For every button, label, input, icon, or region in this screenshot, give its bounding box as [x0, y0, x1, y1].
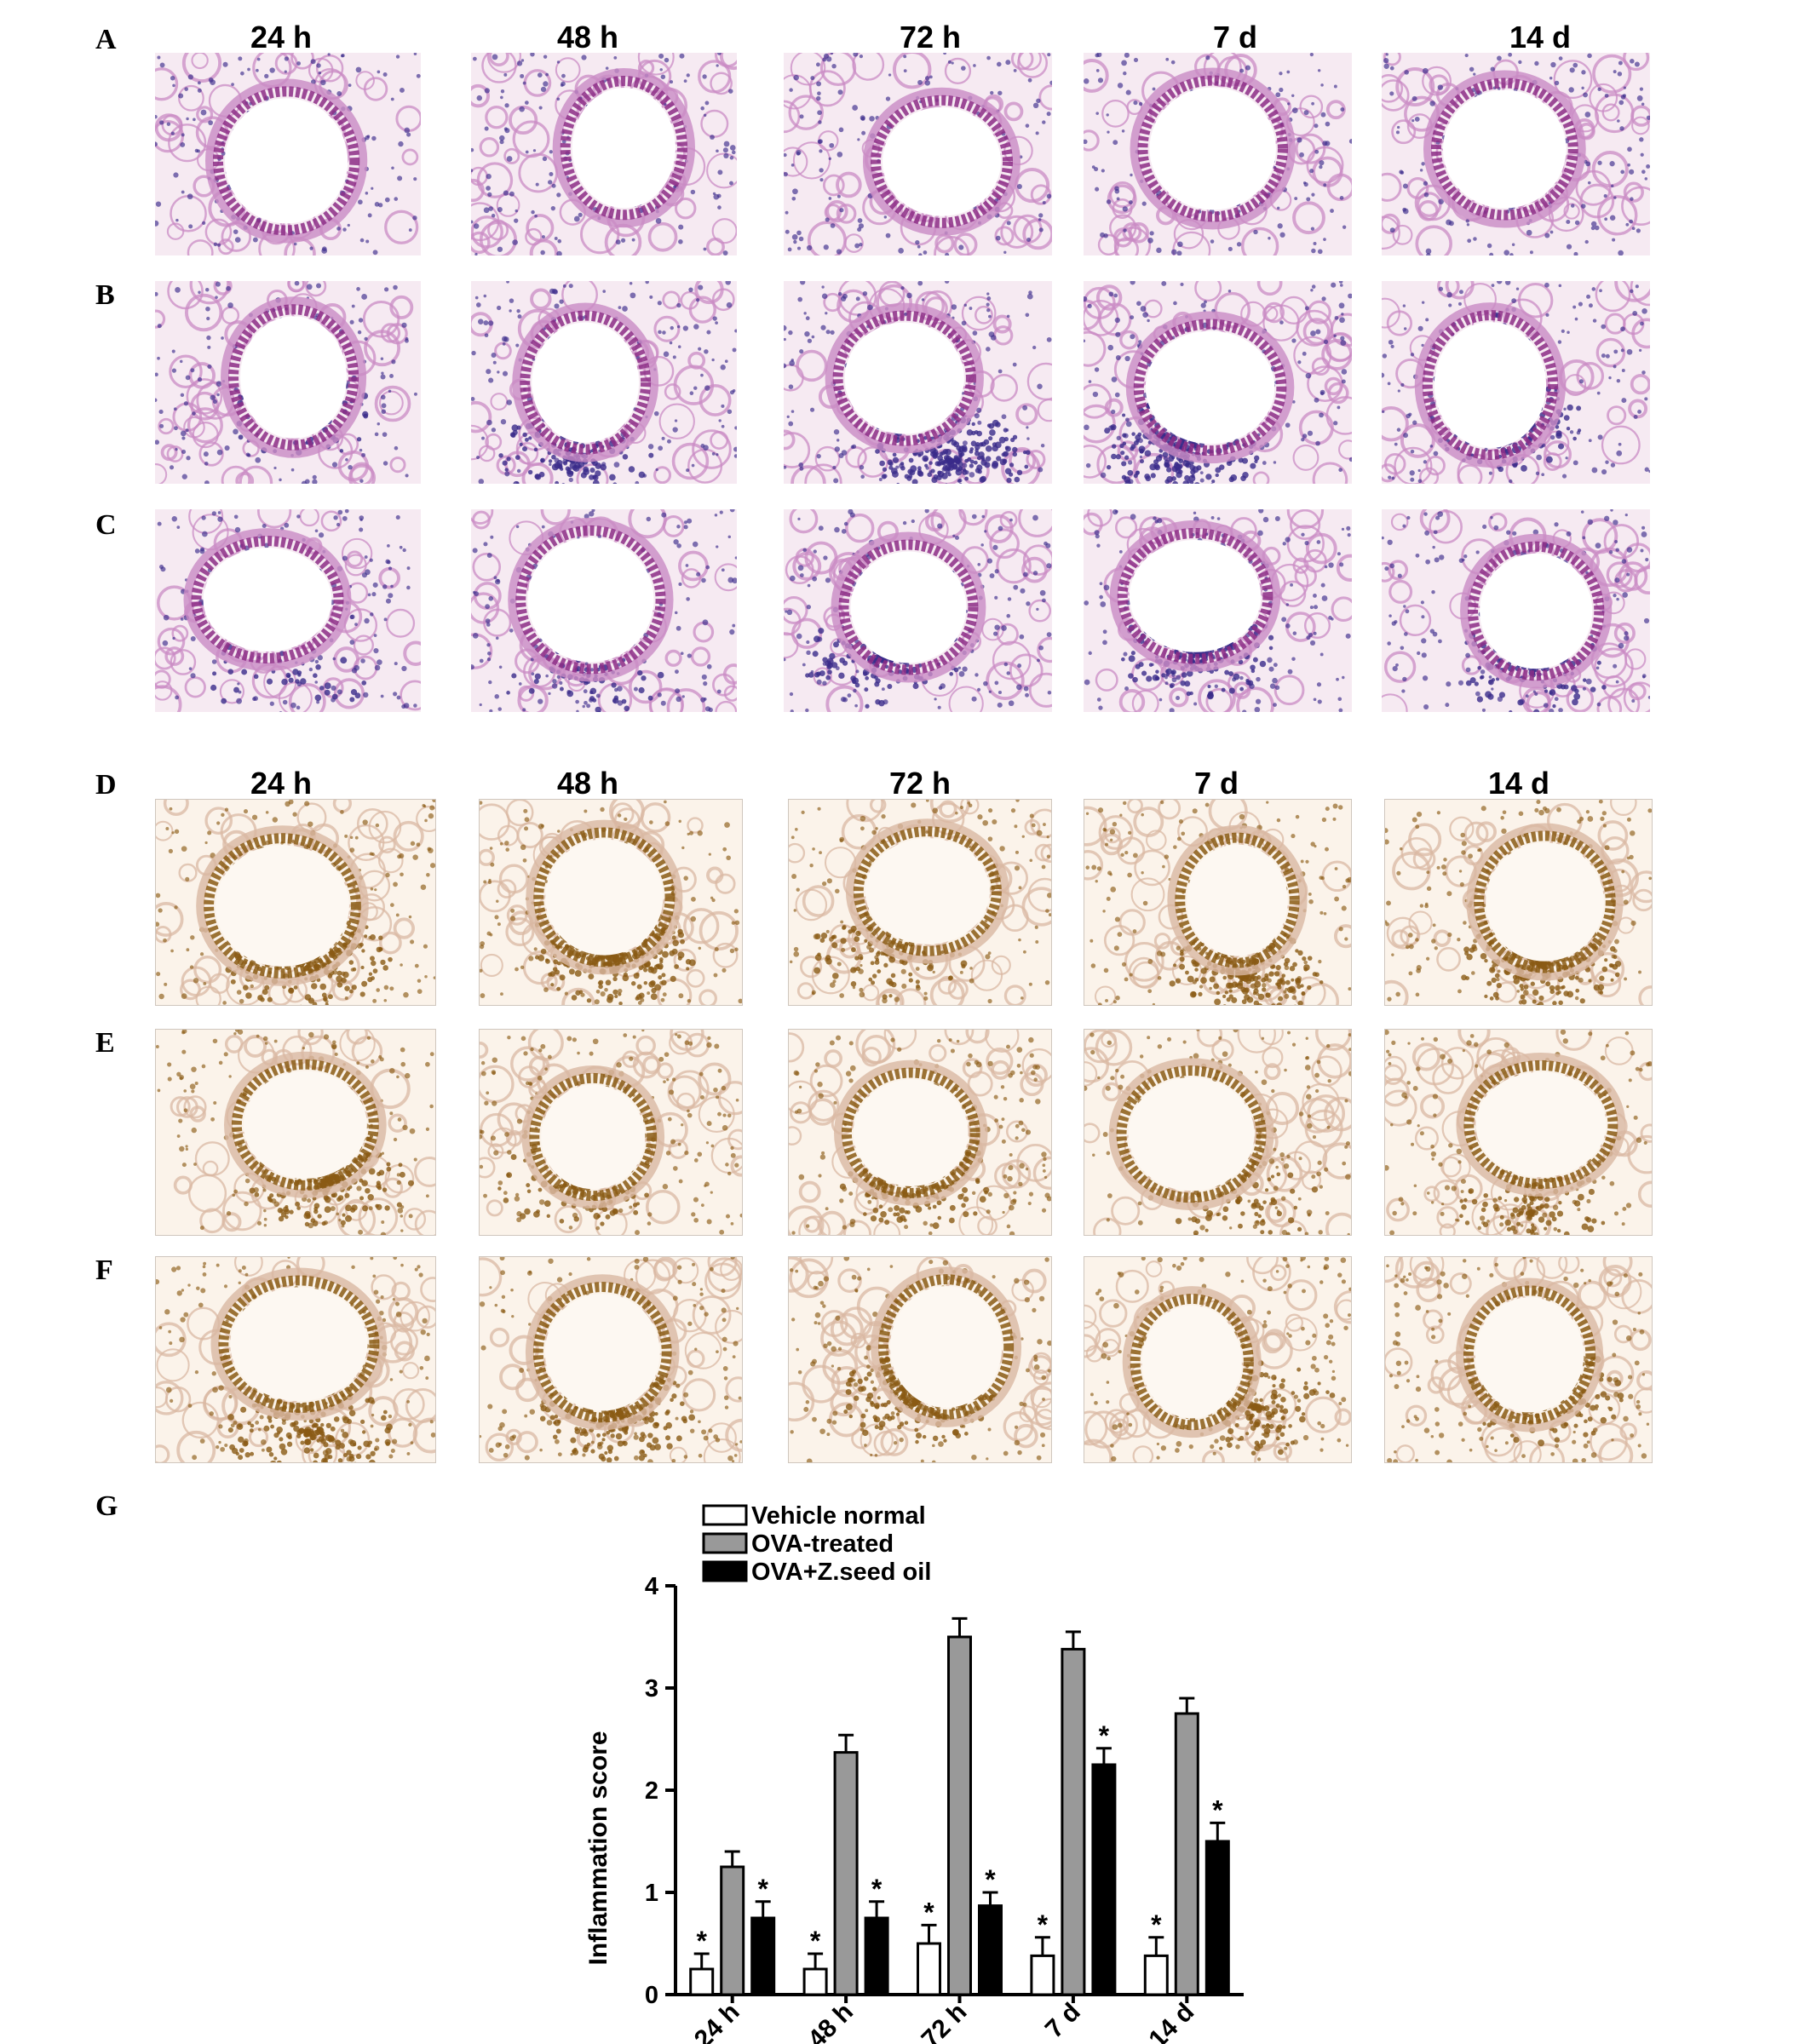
micrograph-e-1 [155, 1029, 436, 1236]
bar-2-1 [720, 1865, 745, 1996]
panel-label-a: A [95, 24, 117, 55]
significance-star: * [1151, 1909, 1162, 1940]
y-tick-label-1: 1 [645, 1880, 658, 1907]
bar-3-2 [864, 1916, 889, 1996]
bar-1-1 [689, 1967, 715, 1996]
he-col-header-7d: 7 d [1212, 20, 1257, 55]
micrograph-e-3 [788, 1029, 1052, 1236]
ihc-col-header-72h: 72 h [888, 766, 951, 801]
significance-star: * [923, 1897, 934, 1927]
micrograph-c-1 [155, 509, 421, 712]
significance-star: * [757, 1874, 768, 1904]
bar-1-2 [802, 1967, 828, 1996]
legend-label-1: Vehicle normal [751, 1502, 926, 1530]
significance-star: * [871, 1874, 883, 1904]
significance-star: * [696, 1926, 707, 1956]
micrograph-b-2 [471, 281, 737, 484]
panel-label-g: G [95, 1490, 118, 1522]
micrograph-c-3 [784, 509, 1052, 712]
panel-label-c: C [95, 509, 117, 541]
micrograph-a-1 [155, 53, 421, 256]
significance-star: * [1212, 1794, 1223, 1825]
he-col-header-48h: 48 h [556, 20, 619, 55]
x-tick-label-2: 48 h [802, 1998, 859, 2044]
micrograph-f-4 [1084, 1256, 1352, 1463]
legend-swatch-1 [702, 1504, 748, 1526]
he-col-header-72h: 72 h [899, 20, 962, 55]
x-tick-label-4: 7 d [1040, 1998, 1086, 2044]
bar-3-5 [1204, 1840, 1230, 1996]
panel-label-d: D [95, 769, 117, 801]
y-tick-label-3: 3 [645, 1675, 658, 1702]
bar-1-3 [917, 1942, 941, 1996]
ihc-col-header-7d: 7 d [1193, 766, 1239, 801]
significance-star: * [1038, 1909, 1049, 1940]
micrograph-e-5 [1384, 1029, 1653, 1236]
micrograph-d-4 [1084, 799, 1352, 1006]
micrograph-f-2 [479, 1256, 743, 1463]
significance-star: * [1099, 1720, 1110, 1751]
micrograph-b-4 [1084, 281, 1352, 484]
micrograph-a-3 [784, 53, 1052, 256]
x-tick-label-3: 72 h [917, 1998, 973, 2044]
micrograph-e-4 [1084, 1029, 1352, 1236]
micrograph-b-3 [784, 281, 1052, 484]
legend-swatch-3 [702, 1560, 748, 1582]
bar-2-3 [947, 1635, 972, 1996]
chart-bars: * * * * * * * * * * [689, 1616, 1230, 1996]
y-tick-label-0: 0 [645, 1982, 658, 2009]
micrograph-a-5 [1382, 53, 1650, 256]
micrograph-c-4 [1084, 509, 1352, 712]
he-col-header-14d: 14 d [1509, 20, 1572, 55]
panel-label-e: E [95, 1027, 115, 1059]
bar-1-5 [1143, 1954, 1169, 1996]
micrograph-f-5 [1384, 1256, 1653, 1463]
x-tick-label-5: 14 d [1143, 1998, 1199, 2044]
y-tick-label-4: 4 [645, 1573, 658, 1600]
panel-label-f: F [95, 1255, 113, 1286]
micrograph-a-2 [471, 53, 737, 256]
micrograph-c-2 [471, 509, 737, 712]
legend-label-3: OVA+Z.seed oil [751, 1559, 931, 1586]
ihc-col-header-14d: 14 d [1487, 766, 1550, 801]
bar-2-2 [833, 1751, 859, 1996]
bar-3-1 [750, 1916, 776, 1996]
bar-2-5 [1174, 1712, 1199, 1996]
micrograph-e-2 [479, 1029, 743, 1236]
legend-label-2: OVA-treated [751, 1530, 894, 1558]
bar-2-4 [1061, 1647, 1086, 1996]
significance-star: * [810, 1926, 821, 1956]
micrograph-b-5 [1382, 281, 1650, 484]
panel-label-b: B [95, 279, 115, 311]
micrograph-a-4 [1084, 53, 1352, 256]
ihc-col-header-48h: 48 h [556, 766, 619, 801]
y-tick-label-2: 2 [645, 1777, 658, 1805]
micrograph-d-2 [479, 799, 743, 1006]
he-col-header-24h: 24 h [250, 20, 313, 55]
bar-3-4 [1091, 1763, 1117, 1996]
bar-3-3 [978, 1904, 1003, 1996]
legend-swatch-2 [702, 1532, 748, 1554]
micrograph-c-5 [1382, 509, 1650, 712]
ihc-col-header-24h: 24 h [250, 766, 313, 801]
micrograph-d-1 [155, 799, 436, 1006]
micrograph-f-3 [788, 1256, 1052, 1463]
micrograph-d-5 [1384, 799, 1653, 1006]
micrograph-b-1 [155, 281, 421, 484]
micrograph-f-1 [155, 1256, 436, 1463]
x-tick-label-1: 24 h [689, 1998, 745, 2044]
bar-1-4 [1030, 1954, 1055, 1996]
y-axis-label: Inflammation score [584, 1731, 612, 1965]
micrograph-d-3 [788, 799, 1052, 1006]
significance-star: * [985, 1864, 996, 1895]
